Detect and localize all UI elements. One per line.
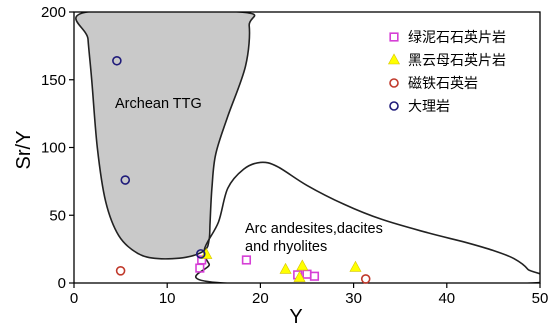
legend-label-2: 磁铁石英岩: [408, 75, 478, 92]
data-point-series-2: [115, 266, 126, 276]
data-point-series-3: [120, 175, 131, 185]
data-point-series-1: [279, 262, 292, 274]
regions-layer: [75, 12, 540, 283]
legend-marker-2: [389, 78, 399, 88]
legend-label-0: 绿泥石石英片岩: [408, 29, 506, 46]
data-point-series-1: [349, 260, 362, 272]
data-point-series-0: [309, 271, 320, 281]
legend-marker-3: [389, 101, 399, 111]
region-label-arc-line-2: and rhyolites: [245, 239, 327, 255]
y-tick-label: 50: [49, 207, 66, 224]
data-point-series-0: [241, 255, 252, 265]
x-tick-label: 10: [159, 290, 176, 307]
region-ttg-fill: [75, 12, 255, 259]
y-tick-label: 100: [41, 140, 66, 157]
x-tick-label: 0: [70, 290, 78, 307]
data-point-series-1: [296, 259, 309, 271]
y-tick-label: 150: [41, 72, 66, 89]
y-axis-title: Sr/Y: [13, 131, 35, 170]
x-tick-label: 40: [438, 290, 455, 307]
data-point-series-0: [197, 255, 207, 265]
ticks-layer: 0 10 20 30 40 50 0 50 100 150 200: [41, 4, 548, 307]
region-arc-boundary: [195, 161, 540, 283]
x-axis-title: Y: [289, 306, 302, 327]
points-layer: [112, 55, 371, 284]
x-tick-label: 20: [252, 290, 269, 307]
legend-label-3: 大理岩: [408, 99, 450, 115]
data-point-series-3: [112, 55, 122, 66]
data-point-series-2: [360, 274, 371, 284]
legend-marker-1: [387, 53, 401, 65]
region-labels: Archean TTG Arc andesites,dacites and rh…: [115, 96, 383, 255]
data-point-series-1: [293, 270, 306, 282]
x-tick-label: 30: [345, 290, 362, 307]
data-point-series-3: [195, 249, 206, 259]
x-tick-label: 50: [532, 290, 549, 307]
y-tick-label: 200: [41, 4, 66, 21]
legend-label-1: 黑云母石英片岩: [408, 52, 506, 69]
y-tick-label: 0: [58, 275, 66, 292]
legend-marker-0: [389, 32, 399, 42]
region-ttg-boundary: [75, 12, 256, 260]
region-label-ttg: Archean TTG: [115, 96, 202, 112]
data-point-series-0: [302, 269, 312, 279]
region-label-arc-line-1: Arc andesites,dacites: [245, 221, 383, 237]
